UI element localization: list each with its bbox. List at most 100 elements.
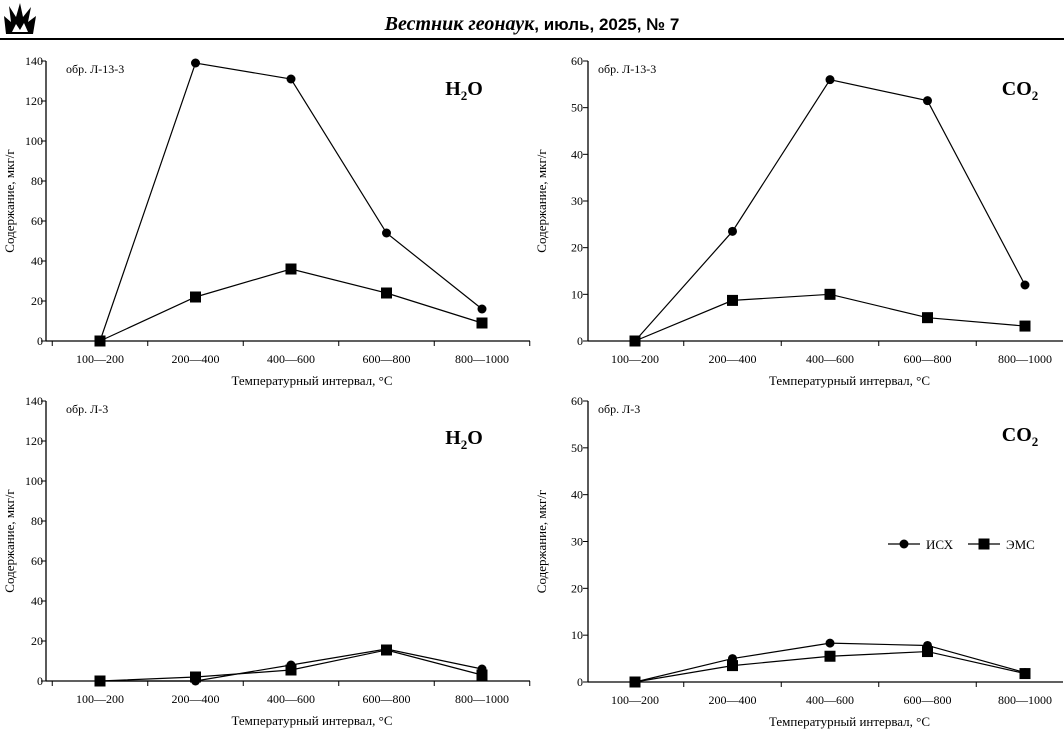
series-line-circle: [634, 642, 1026, 683]
y-tick-label: 50: [571, 101, 583, 115]
series-line-square: [99, 268, 483, 342]
y-tick-label: 40: [31, 254, 43, 268]
y-tick-label: 40: [31, 594, 43, 608]
x-tick-label: 100—200: [611, 352, 659, 366]
data-point-circle: [728, 226, 737, 236]
data-point-square: [727, 294, 738, 306]
data-point-square: [94, 675, 106, 687]
y-tick-label: 0: [37, 334, 43, 348]
x-tick-label: 600—800: [363, 352, 411, 366]
y-tick-label: 100: [25, 134, 43, 148]
y-tick-label: 20: [31, 294, 43, 308]
data-point-circle: [825, 638, 835, 648]
series-line-square: [634, 293, 1026, 342]
y-tick-label: 20: [31, 634, 43, 648]
x-tick-label: 400—600: [267, 692, 315, 706]
y-tick-label: 20: [571, 581, 583, 595]
species-base: H: [445, 78, 461, 100]
x-tick-label: 100—200: [611, 693, 659, 707]
journal-name: Вестник геонаук: [384, 13, 535, 35]
y-tick-label: 10: [571, 628, 583, 642]
y-tick-label: 0: [37, 674, 43, 688]
species-subscript: 2: [1032, 434, 1039, 449]
species-base: H: [445, 427, 461, 449]
y-tick-label: 20: [571, 241, 583, 255]
data-point-square: [1019, 668, 1031, 680]
data-point-square: [381, 644, 392, 656]
data-point-square: [381, 287, 392, 299]
y-tick-label: 40: [571, 488, 583, 502]
x-tick-label: 800—1000: [455, 352, 509, 366]
y-tick-label: 0: [577, 334, 583, 348]
journal-issue: , июль, 2025, № 7: [534, 15, 680, 34]
x-tick-label: 400—600: [806, 693, 854, 707]
y-tick-label: 60: [571, 54, 583, 68]
data-point-square: [824, 288, 836, 300]
chart-bottom-left: 0 20 40 60 80 100 120 140 100—200 200—400 400—600 6…: [2, 394, 531, 728]
y-tick-label: 140: [25, 394, 43, 408]
x-tick-label: 800—1000: [455, 692, 509, 706]
y-tick-label: 60: [31, 554, 43, 568]
y-tick-label: 10: [571, 287, 583, 301]
y-tick-label: 60: [31, 214, 43, 228]
y-tick-label: 0: [577, 675, 583, 689]
sample-label: обр. Л-13-3: [66, 62, 124, 76]
x-axis-title: Температурный интервал, °С: [231, 373, 392, 388]
data-point-square: [629, 335, 641, 347]
x-axis-title: Температурный интервал, °С: [769, 714, 930, 729]
data-point-circle: [1020, 280, 1030, 290]
data-point-square: [922, 646, 933, 658]
x-tick-label: 200—400: [172, 352, 220, 366]
x-tick-label: 200—400: [709, 352, 757, 366]
species-subscript: 2: [1032, 88, 1039, 103]
chart-bottom-right: 0 10 20 30 40 50 60 100—200 200—400 400—600 600—80…: [534, 394, 1063, 729]
series-line-circle: [634, 78, 1026, 342]
data-point-square: [285, 263, 297, 275]
series-line-circle: [99, 62, 483, 342]
x-axis-title: Температурный интервал, °С: [231, 713, 392, 728]
sample-label: обр. Л-13-3: [598, 62, 656, 76]
y-axis-title: Содержание, мкг/г: [2, 149, 17, 252]
legend-marker-square: [978, 538, 990, 550]
data-point-square: [629, 676, 641, 688]
y-tick-label: 120: [25, 434, 43, 448]
x-tick-label: 600—800: [904, 693, 952, 707]
x-tick-label: 800—1000: [998, 693, 1052, 707]
y-tick-label: 80: [31, 174, 43, 188]
x-axis-title: Температурный интервал, °С: [769, 373, 930, 388]
data-point-circle: [923, 96, 932, 106]
chart-top-left: 0 20 40 60 80 100 120 140 100—200 200—400 400—600 6…: [2, 54, 531, 388]
y-tick-label: 140: [25, 54, 43, 68]
x-tick-label: 400—600: [267, 352, 315, 366]
y-tick-label: 80: [31, 514, 43, 528]
legend: ИСХ ЭМС: [888, 537, 1035, 552]
x-tick-label: 600—800: [904, 352, 952, 366]
y-tick-label: 40: [571, 147, 583, 161]
chart-top-right: 0 10 20 30 40 50 60 100—200 200—400 400—600 600—80…: [534, 54, 1063, 388]
header-rule: [0, 38, 1064, 40]
species-label: CO2: [1002, 424, 1039, 449]
species-base: CO: [1002, 78, 1032, 100]
sample-label: обр. Л-3: [598, 402, 640, 416]
x-tick-label: 400—600: [806, 352, 854, 366]
species-label: H2O: [445, 427, 483, 452]
data-point-square: [476, 669, 488, 681]
legend-label: ЭМС: [1006, 537, 1035, 552]
x-tick-label: 100—200: [76, 692, 124, 706]
legend-label: ИСХ: [926, 537, 954, 552]
page-header: Вестник геонаук, июль, 2025, № 7: [0, 0, 1064, 42]
data-point-square: [1019, 320, 1031, 332]
x-tick-label: 100—200: [76, 352, 124, 366]
data-point-square: [824, 650, 836, 662]
species-tail: O: [467, 427, 483, 449]
y-tick-label: 30: [571, 194, 583, 208]
data-point-square: [727, 660, 738, 672]
y-tick-label: 120: [25, 94, 43, 108]
x-tick-label: 200—400: [172, 692, 220, 706]
species-subscript: 2: [461, 437, 468, 452]
data-point-square: [94, 335, 106, 347]
data-point-square: [285, 664, 297, 676]
y-tick-label: 60: [571, 394, 583, 408]
data-point-square: [476, 317, 488, 329]
